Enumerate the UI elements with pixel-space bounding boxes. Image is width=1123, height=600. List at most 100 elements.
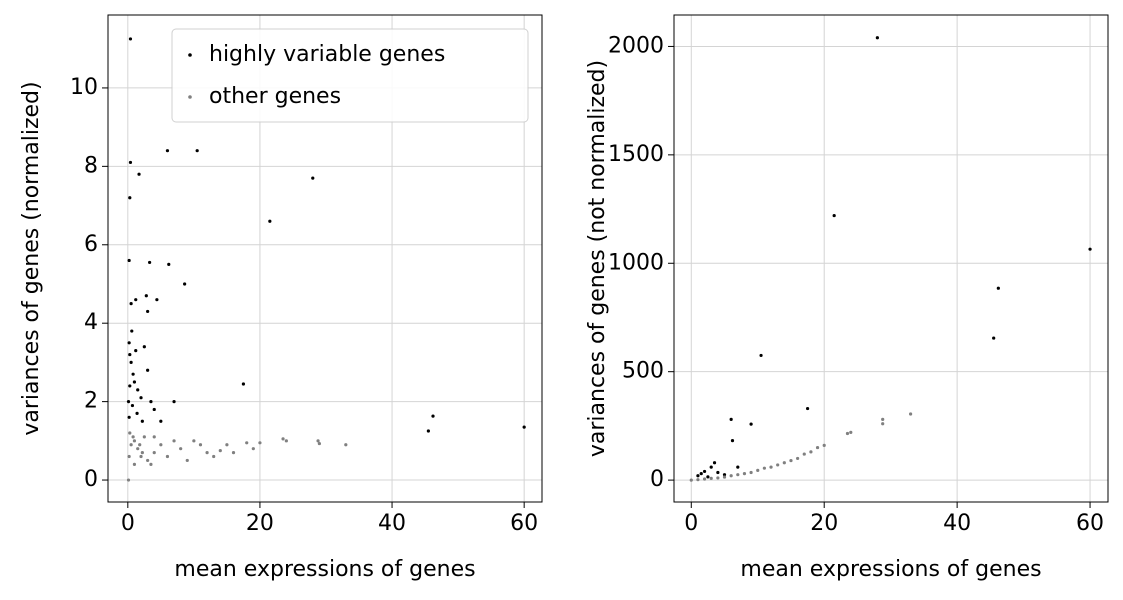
data-point (344, 443, 348, 447)
data-point (130, 403, 135, 408)
data-point (165, 149, 170, 153)
data-point (742, 471, 747, 476)
axes: 0 20 40 60 0 500 1000 1500 2000 mean expressions … (585, 14, 1109, 582)
data-point (881, 422, 885, 426)
data-point (132, 380, 137, 384)
data-point (127, 454, 131, 459)
legend: highly variable genes other genes (171, 28, 529, 123)
data-point (809, 450, 813, 454)
data-point (231, 450, 236, 455)
data-point (148, 260, 152, 265)
data-point (128, 196, 132, 200)
data-point (205, 450, 209, 455)
data-point (137, 172, 141, 176)
data-point (1088, 247, 1092, 251)
data-point (139, 396, 143, 400)
legend-marker (188, 53, 192, 57)
data-point (129, 301, 133, 306)
data-point (845, 431, 850, 436)
data-point (128, 352, 132, 357)
data-point (709, 476, 713, 480)
x-tick-label: 20 (246, 511, 274, 536)
legend-marker (188, 95, 192, 99)
data-point (709, 465, 713, 469)
data-point (769, 465, 773, 469)
data-point (218, 449, 222, 453)
data-point (796, 456, 800, 461)
data-point (152, 435, 156, 439)
y-tick-label: 1500 (608, 142, 664, 167)
data-point (142, 435, 146, 439)
data-point (225, 443, 229, 447)
data-point (875, 36, 879, 40)
data-point (258, 441, 262, 445)
axes-frame (107, 14, 543, 503)
data-point (749, 470, 753, 475)
data-point (179, 447, 183, 451)
data-point (159, 419, 163, 423)
data-point (128, 384, 132, 388)
y-tick-label: 10 (70, 75, 98, 100)
data-point (756, 468, 760, 472)
data-point (730, 439, 735, 443)
data-point (696, 478, 700, 482)
y-tick-label: 0 (650, 467, 664, 492)
data-point (702, 469, 707, 474)
data-point (802, 452, 806, 456)
data-point (762, 466, 766, 470)
data-point (281, 437, 285, 441)
data-point (152, 407, 156, 412)
data-point (909, 412, 913, 416)
data-point (789, 458, 793, 463)
x-tick-label: 60 (1076, 511, 1104, 536)
legend-box (171, 28, 529, 123)
data-point (134, 298, 138, 302)
data-point (138, 443, 142, 447)
data-point (996, 286, 1000, 290)
y-axis-label: variances of genes (not normalized) (585, 60, 610, 457)
data-point (729, 417, 733, 421)
data-point (729, 474, 733, 478)
data-point (699, 471, 703, 476)
data-point (135, 411, 139, 415)
data-point (140, 419, 144, 423)
data-point (522, 425, 526, 429)
data-point (245, 441, 249, 445)
data-point (165, 454, 170, 459)
y-tick-label: 8 (84, 153, 98, 178)
data-point (132, 462, 137, 466)
data-point (736, 465, 740, 469)
x-tick-label: 40 (943, 511, 971, 536)
data-point (776, 463, 780, 467)
data-point (706, 475, 710, 479)
data-point (131, 372, 135, 376)
data-point (132, 439, 137, 443)
data-point (759, 353, 763, 358)
data-point (127, 258, 131, 263)
data-point (311, 176, 315, 180)
data-point (146, 309, 150, 314)
y-axis-label: variances of genes (normalized) (19, 81, 44, 435)
data-point (136, 388, 140, 392)
x-tick-label: 0 (121, 511, 135, 536)
data-point (881, 417, 885, 421)
data-point (992, 336, 996, 340)
data-point (129, 360, 133, 365)
data-point (136, 447, 140, 451)
data-point (140, 450, 144, 455)
data-point (172, 439, 176, 443)
data-point (241, 382, 246, 386)
data-point (128, 37, 133, 41)
data-point (128, 431, 132, 435)
x-tick-label: 20 (810, 511, 838, 536)
data-point (317, 441, 321, 446)
y-tick-label: 2 (84, 389, 98, 414)
data-point (251, 447, 255, 451)
data-point (268, 219, 272, 223)
data-point (849, 430, 853, 434)
data-point (185, 458, 189, 463)
x-tick-label: 60 (510, 511, 538, 536)
data-point (426, 429, 430, 433)
data-point (172, 400, 176, 404)
